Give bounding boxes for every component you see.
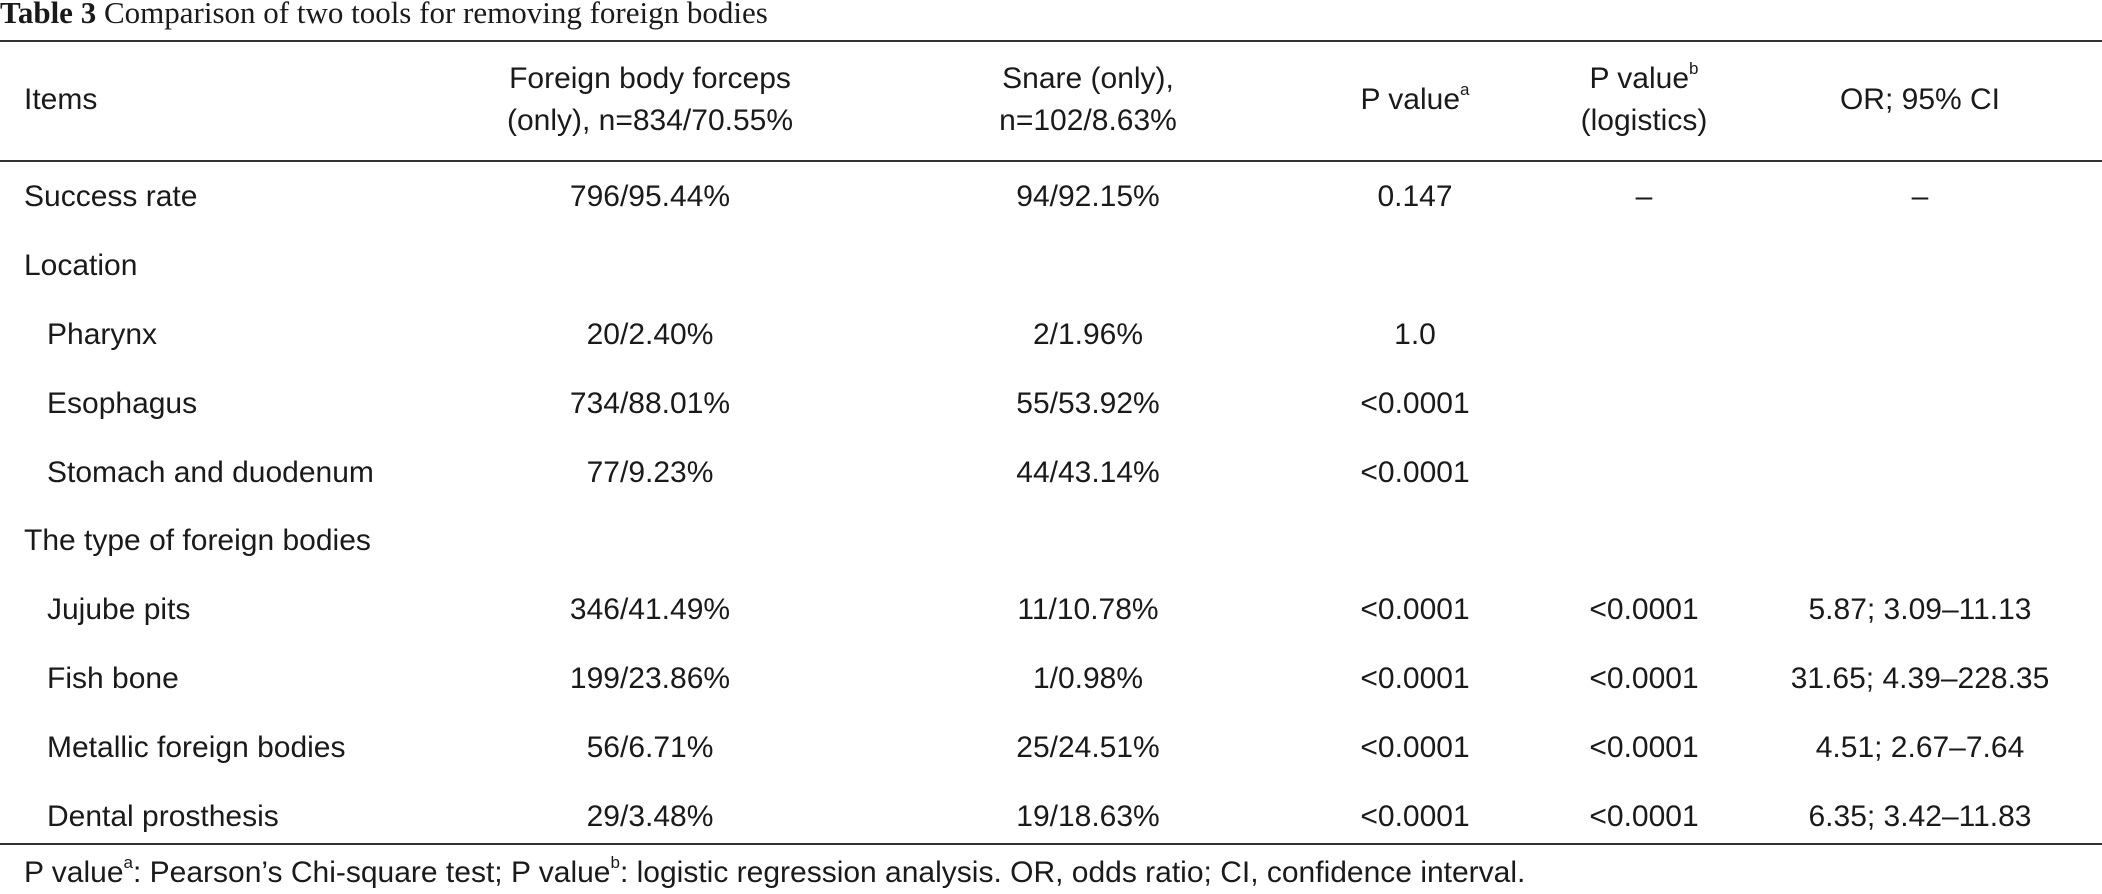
cell-or-ci: 4.51; 2.67–7.64 [1815, 730, 2025, 764]
table-title-label: Table 3 [0, 0, 97, 30]
header-pvalue-b-line2: (logistics) [1580, 104, 1708, 137]
table-title: Table 3 Comparison of two tools for remo… [0, 0, 768, 33]
cell-item: Pharynx [47, 317, 158, 351]
cell-item: Dental prosthesis [47, 799, 279, 833]
footnote-sup-b: b [610, 853, 620, 872]
cell-pvalue-b: <0.0001 [1589, 730, 1699, 764]
cell-pvalue-b [1494, 301, 1794, 370]
cell-forceps: 199/23.86% [569, 661, 731, 695]
cell-pvalue-a: 0.147 [1377, 180, 1453, 214]
cell-item: Fish bone [47, 661, 179, 695]
cell-pvalue-b: <0.0001 [1589, 593, 1699, 627]
header-or-ci: OR; 95% CI [1750, 40, 2090, 160]
header-pvalue-b-sup: b [1689, 59, 1699, 78]
cell-item: Success rate [24, 180, 198, 214]
cell-item: Metallic foreign bodies [47, 730, 346, 764]
cell-item: The type of foreign bodies [24, 524, 371, 558]
header-or-ci-label: OR; 95% CI [1839, 83, 2001, 116]
table-row: Success rate 796/95.44% 94/92.15% 0.147 – – [0, 163, 2102, 232]
cell-pvalue-a: 1.0 [1394, 317, 1436, 351]
top-rule [0, 40, 2102, 42]
header-pvalue-b-label: P value [1589, 62, 1690, 95]
header-items-label: Items [24, 83, 98, 116]
cell-or-ci: 5.87; 3.09–11.13 [1808, 593, 2032, 627]
cell-pvalue-b: <0.0001 [1589, 661, 1699, 695]
cell-or-ci [1750, 301, 2090, 370]
header-pvalue-a-sup: a [1460, 80, 1470, 99]
footnote-part2: : Pearson’s Chi-square test; P value [133, 856, 611, 889]
cell-snare: 94/92.15% [1016, 180, 1160, 214]
table-row: Esophagus 734/88.01% 55/53.92% <0.0001 [0, 369, 2102, 438]
cell-forceps: 20/2.40% [586, 317, 714, 351]
cell-snare: 25/24.51% [1016, 730, 1160, 764]
cell-pvalue-b: <0.0001 [1589, 799, 1699, 833]
header-pvalue-b: P valueb (logistics) [1494, 40, 1794, 160]
cell-or-ci [1750, 369, 2090, 438]
header-forceps: Foreign body forceps (only), n=834/70.55… [450, 40, 850, 160]
table-header-row: Items Foreign body forceps (only), n=834… [0, 40, 2102, 160]
cell-pvalue-b [1494, 232, 1794, 301]
table-row: Fish bone 199/23.86% 1/0.98% <0.0001 <0.0001… [0, 645, 2102, 714]
table-row: Metallic foreign bodies 56/6.71% 25/24.51%… [0, 713, 2102, 782]
cell-forceps: 77/9.23% [586, 455, 714, 489]
cell-snare: 55/53.92% [1016, 386, 1160, 420]
table-row: The type of foreign bodies [0, 507, 2102, 576]
cell-item: Esophagus [47, 386, 198, 420]
header-snare: Snare (only), n=102/8.63% [888, 40, 1288, 160]
cell-pvalue-a: <0.0001 [1360, 386, 1470, 420]
cell-pvalue-b: – [1635, 180, 1653, 214]
cell-snare: 19/18.63% [1016, 799, 1160, 833]
bottom-rule [0, 843, 2102, 845]
cell-forceps: 29/3.48% [586, 799, 714, 833]
footnote-part3: : logistic regression analysis. OR, odds… [619, 856, 1526, 889]
table-row: Stomach and duodenum 77/9.23% 44/43.14% <0.… [0, 438, 2102, 507]
header-forceps-line2: (only), n=834/70.55% [506, 104, 794, 137]
cell-or-ci [1750, 438, 2090, 507]
cell-snare: 2/1.96% [1032, 317, 1144, 351]
header-forceps-line1: Foreign body forceps [509, 62, 791, 95]
header-rule [0, 160, 2102, 162]
cell-pvalue-b [1494, 507, 1794, 576]
cell-forceps: 346/41.49% [569, 593, 731, 627]
cell-pvalue-b [1494, 369, 1794, 438]
cell-or-ci [1750, 232, 2090, 301]
cell-pvalue-a: <0.0001 [1360, 661, 1470, 695]
cell-snare: 1/0.98% [1032, 661, 1144, 695]
cell-item: Jujube pits [47, 593, 191, 627]
cell-forceps [450, 232, 850, 301]
cell-forceps [450, 507, 850, 576]
cell-pvalue-b [1494, 438, 1794, 507]
cell-snare: 11/10.78% [1017, 593, 1159, 627]
cell-pvalue-a: <0.0001 [1360, 455, 1470, 489]
footnote-part1: P value [24, 856, 124, 889]
header-snare-line1: Snare (only), [1002, 62, 1174, 95]
cell-pvalue-a: <0.0001 [1360, 730, 1470, 764]
header-items: Items [24, 40, 484, 160]
table-footnote: P valuea: Pearson’s Chi-square test; P v… [24, 852, 1525, 894]
cell-pvalue-a: <0.0001 [1360, 799, 1470, 833]
footnote-sup-a: a [123, 853, 133, 872]
cell-or-ci: – [1911, 180, 1929, 214]
cell-item: Location [24, 249, 138, 283]
cell-item: Stomach and duodenum [47, 455, 374, 489]
cell-snare [888, 232, 1288, 301]
cell-pvalue-a: <0.0001 [1360, 593, 1470, 627]
header-pvalue-a: P valuea [1265, 40, 1565, 160]
table-row: Location [0, 232, 2102, 301]
cell-or-ci [1750, 507, 2090, 576]
cell-or-ci: 6.35; 3.42–11.83 [1808, 799, 2032, 833]
header-snare-line2: n=102/8.63% [999, 104, 1177, 137]
table-row: Pharynx 20/2.40% 2/1.96% 1.0 [0, 301, 2102, 370]
cell-forceps: 796/95.44% [569, 180, 731, 214]
table-title-text: Comparison of two tools for removing for… [103, 0, 768, 30]
cell-or-ci: 31.65; 4.39–228.35 [1790, 661, 2050, 695]
cell-forceps: 56/6.71% [586, 730, 714, 764]
table-row: Dental prosthesis 29/3.48% 19/18.63% <0.000… [0, 782, 2102, 851]
cell-snare [888, 507, 1288, 576]
header-pvalue-a-label: P value [1360, 83, 1461, 116]
cell-forceps: 734/88.01% [569, 386, 731, 420]
table-row: Jujube pits 346/41.49% 11/10.78% <0.0001 <0.… [0, 576, 2102, 645]
cell-snare: 44/43.14% [1016, 455, 1160, 489]
